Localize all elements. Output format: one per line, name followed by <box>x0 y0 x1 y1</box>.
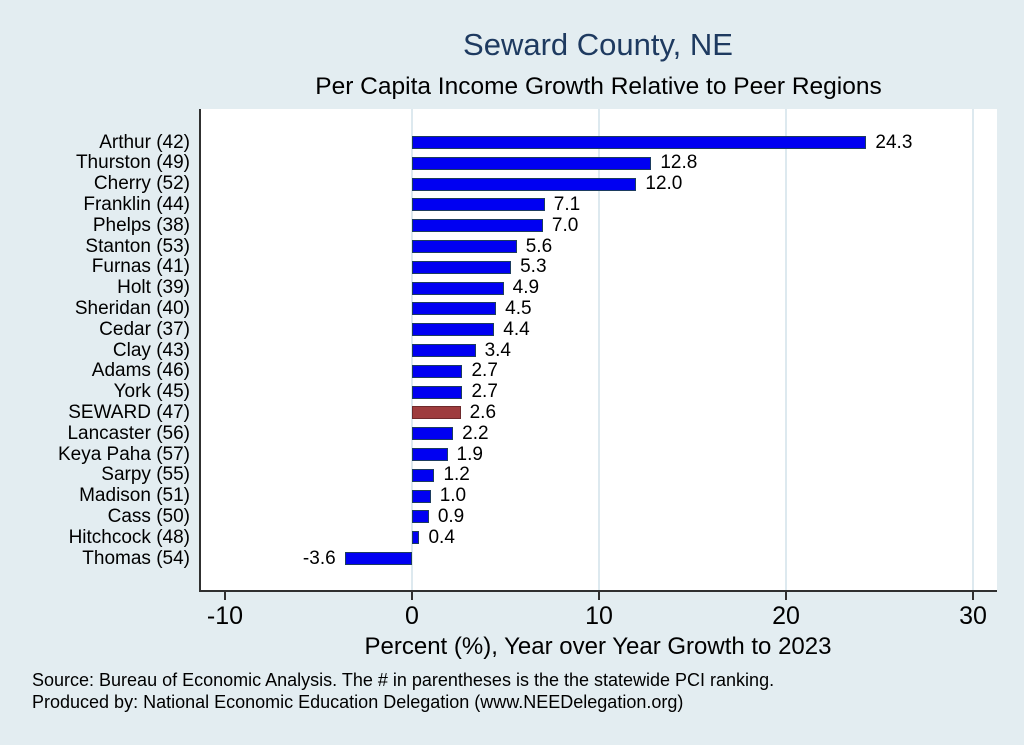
value-label: 5.6 <box>525 235 553 257</box>
bar <box>412 427 454 441</box>
x-axis-title: Percent (%), Year over Year Growth to 20… <box>364 633 832 660</box>
category-label: Clay (43) <box>112 339 190 361</box>
bar <box>412 156 652 170</box>
plot-area: 24.3 12.8 12.0 7.1 7.0 5.6 5.3 4.9 4.5 4.4 3.4 2.7 2… <box>199 109 997 592</box>
value-label: 1.0 <box>439 485 467 507</box>
x-tick <box>598 592 600 600</box>
category-label: Keya Paha (57) <box>57 443 190 465</box>
category-label: Sarpy (55) <box>101 464 190 486</box>
x-tick <box>411 592 413 600</box>
bar <box>412 177 637 191</box>
x-tick-label: 20 <box>772 602 800 630</box>
bar <box>412 468 435 482</box>
value-label: 2.6 <box>469 401 497 423</box>
value-label: 7.0 <box>551 214 579 236</box>
bar <box>412 323 495 337</box>
value-label: 4.9 <box>512 277 540 299</box>
category-label: Franklin (44) <box>83 193 190 215</box>
x-tick <box>785 592 787 600</box>
category-label: Adams (46) <box>91 360 190 382</box>
bar <box>412 531 420 545</box>
category-label: Phelps (38) <box>92 214 190 236</box>
value-label: 2.7 <box>471 381 498 403</box>
bar <box>412 260 512 274</box>
value-label: 7.1 <box>553 193 581 215</box>
value-label: 5.3 <box>520 256 547 278</box>
category-label: Lancaster (56) <box>67 422 190 444</box>
chart-subtitle: Per Capita Income Growth Relative to Pee… <box>315 73 882 100</box>
bar-highlight-seward <box>412 406 461 420</box>
category-label: Cherry (52) <box>93 173 190 195</box>
value-label: 2.2 <box>462 422 489 444</box>
x-tick-label: 10 <box>585 602 613 630</box>
gridline <box>785 109 787 590</box>
value-label: 2.7 <box>471 360 498 382</box>
bar <box>412 136 867 149</box>
category-label: Furnas (41) <box>91 256 190 278</box>
bar <box>412 344 476 357</box>
category-label: Arthur (42) <box>99 131 190 153</box>
x-tick <box>224 592 226 600</box>
category-label: Cedar (37) <box>99 318 190 340</box>
x-tick-label: 0 <box>405 602 419 630</box>
category-label: SEWARD (47) <box>68 401 190 423</box>
bar <box>412 219 543 233</box>
x-tick <box>972 592 974 600</box>
value-label: 1.9 <box>456 443 483 465</box>
produced-by-note: Produced by: National Economic Education… <box>32 692 684 712</box>
category-label: Thurston (49) <box>75 152 190 174</box>
bar <box>412 489 431 503</box>
category-label: York (45) <box>113 381 190 403</box>
bar <box>412 448 448 461</box>
value-label: 12.8 <box>660 152 698 174</box>
x-tick-label: -10 <box>206 602 244 630</box>
value-label: 0.4 <box>428 526 455 548</box>
x-tick-label: 30 <box>959 602 987 630</box>
gridline <box>598 109 600 590</box>
category-label: Stanton (53) <box>85 235 190 257</box>
category-label: Madison (51) <box>79 485 190 507</box>
footer-notes: Source: Bureau of Economic Analysis. The… <box>32 669 1002 713</box>
value-label: 3.4 <box>484 339 511 361</box>
category-label: Holt (39) <box>117 277 190 299</box>
value-label: 0.9 <box>437 505 465 527</box>
value-label: 1.2 <box>443 464 470 486</box>
chart-title: Seward County, NE <box>463 27 733 62</box>
category-label: Hitchcock (48) <box>68 526 190 548</box>
gridline <box>972 109 974 590</box>
source-note: Source: Bureau of Economic Analysis. The… <box>32 670 775 690</box>
value-label: 12.0 <box>645 173 683 195</box>
bar <box>412 364 463 378</box>
category-label: Cass (50) <box>107 505 190 527</box>
value-label: -3.6 <box>302 547 336 569</box>
value-label: 4.5 <box>505 297 532 319</box>
category-label: Thomas (54) <box>82 547 190 569</box>
value-label: 4.4 <box>503 318 530 340</box>
bar <box>344 552 412 565</box>
bar <box>412 240 517 253</box>
bar <box>412 198 545 212</box>
value-label: 24.3 <box>875 131 913 153</box>
bar <box>412 281 504 295</box>
category-label: Sheridan (40) <box>74 297 190 319</box>
bar <box>412 510 429 524</box>
bar <box>412 385 463 399</box>
bar <box>412 302 497 316</box>
